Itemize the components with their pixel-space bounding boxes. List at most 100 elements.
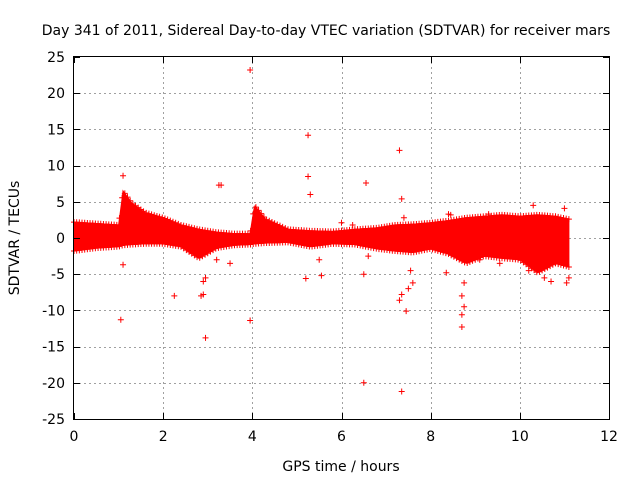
data-point-outlier bbox=[363, 179, 370, 186]
data-point bbox=[354, 242, 361, 249]
data-point bbox=[258, 210, 265, 217]
data-point-outlier bbox=[447, 211, 454, 218]
data-point bbox=[116, 215, 123, 222]
data-point-outlier bbox=[305, 132, 312, 139]
data-point bbox=[274, 221, 281, 228]
data-point-outlier bbox=[476, 256, 483, 263]
data-point bbox=[194, 225, 201, 232]
data-point-outlier bbox=[398, 291, 405, 298]
data-point bbox=[541, 265, 548, 272]
data-density-band bbox=[73, 189, 570, 274]
x-axis-tick-labels: 0 2 4 6 8 10 12 bbox=[70, 429, 618, 445]
data-point bbox=[434, 247, 441, 254]
data-point bbox=[290, 240, 297, 247]
data-point-outlier bbox=[398, 388, 405, 395]
data-point bbox=[432, 247, 439, 254]
data-point bbox=[194, 254, 201, 261]
data-point bbox=[186, 223, 193, 230]
data-point bbox=[547, 263, 554, 270]
data-point bbox=[560, 262, 567, 269]
data-point bbox=[295, 241, 302, 248]
data-point-outlier bbox=[318, 272, 325, 279]
data-point bbox=[560, 215, 567, 222]
data-point bbox=[565, 216, 572, 223]
data-point bbox=[453, 255, 460, 262]
data-point-outlier bbox=[365, 253, 372, 260]
data-point bbox=[156, 213, 163, 220]
data-point bbox=[544, 264, 551, 271]
y-tick-label: -20 bbox=[42, 376, 65, 392]
data-point bbox=[456, 256, 463, 263]
data-point bbox=[563, 215, 570, 222]
data-point-outlier bbox=[443, 269, 450, 276]
data-point-outlier bbox=[302, 275, 309, 282]
data-point-outlier bbox=[200, 291, 207, 298]
data-point-outlier bbox=[120, 261, 127, 268]
data-point bbox=[164, 216, 171, 223]
data-point-outlier bbox=[541, 274, 548, 281]
data-point bbox=[440, 249, 447, 256]
data-point bbox=[552, 260, 559, 267]
data-point bbox=[357, 242, 364, 249]
x-axis-label: GPS time / hours bbox=[282, 459, 399, 475]
data-point-outlier bbox=[202, 334, 209, 341]
data-point bbox=[244, 230, 251, 237]
data-point bbox=[359, 243, 366, 250]
data-point bbox=[151, 212, 158, 219]
data-point bbox=[410, 249, 417, 256]
data-point bbox=[161, 215, 168, 222]
data-point-outlier bbox=[565, 274, 572, 281]
x-tick-label: 12 bbox=[600, 429, 618, 445]
data-point-outlier bbox=[213, 256, 220, 263]
data-point-outlier bbox=[496, 260, 503, 267]
data-point bbox=[212, 245, 219, 252]
data-point-outlier bbox=[530, 202, 537, 209]
data-point bbox=[172, 219, 179, 226]
data-point-outlier bbox=[218, 182, 225, 189]
data-point-outlier bbox=[458, 311, 465, 318]
data-point-outlier bbox=[525, 267, 532, 274]
data-point bbox=[418, 247, 425, 254]
data-point-outlier bbox=[458, 292, 465, 299]
y-axis-tick-labels: -25 -20 -15 -10 -5 0 5 10 15 20 25 bbox=[42, 50, 65, 428]
data-point bbox=[445, 250, 452, 257]
data-point bbox=[515, 256, 522, 263]
data-point-outlier bbox=[247, 317, 254, 324]
y-tick-label: -15 bbox=[42, 340, 65, 356]
data-point-outlier bbox=[461, 279, 468, 286]
data-point bbox=[167, 217, 174, 224]
data-point bbox=[121, 190, 128, 197]
data-point-outlier bbox=[396, 147, 403, 154]
data-point bbox=[442, 250, 449, 257]
data-point-outlier bbox=[349, 221, 356, 228]
axis-ticks bbox=[74, 57, 610, 420]
y-tick-label: -25 bbox=[42, 412, 65, 428]
data-point bbox=[263, 216, 270, 223]
y-tick-label: 0 bbox=[56, 231, 65, 247]
data-point bbox=[367, 244, 374, 251]
data-point bbox=[539, 267, 546, 274]
data-point-outlier bbox=[461, 303, 468, 310]
y-axis-label: SDTVAR / TECUs bbox=[7, 181, 23, 296]
data-point bbox=[450, 253, 457, 260]
data-point bbox=[282, 225, 289, 232]
data-point bbox=[461, 259, 468, 266]
data-point bbox=[188, 224, 195, 231]
data-point bbox=[175, 220, 182, 227]
data-point-outlier bbox=[405, 285, 412, 292]
data-point-outlier bbox=[120, 172, 127, 179]
data-point bbox=[271, 220, 278, 227]
y-tick-label: -5 bbox=[51, 267, 65, 283]
data-point bbox=[421, 247, 428, 254]
y-tick-label: 25 bbox=[47, 50, 65, 66]
data-point-outlier bbox=[307, 191, 314, 198]
data-point bbox=[301, 242, 308, 249]
data-point-outlier bbox=[548, 278, 555, 285]
data-point bbox=[252, 204, 259, 211]
data-point bbox=[266, 217, 273, 224]
data-point bbox=[437, 248, 444, 255]
data-point bbox=[466, 258, 473, 265]
data-point bbox=[191, 225, 198, 232]
data-point bbox=[416, 248, 423, 255]
